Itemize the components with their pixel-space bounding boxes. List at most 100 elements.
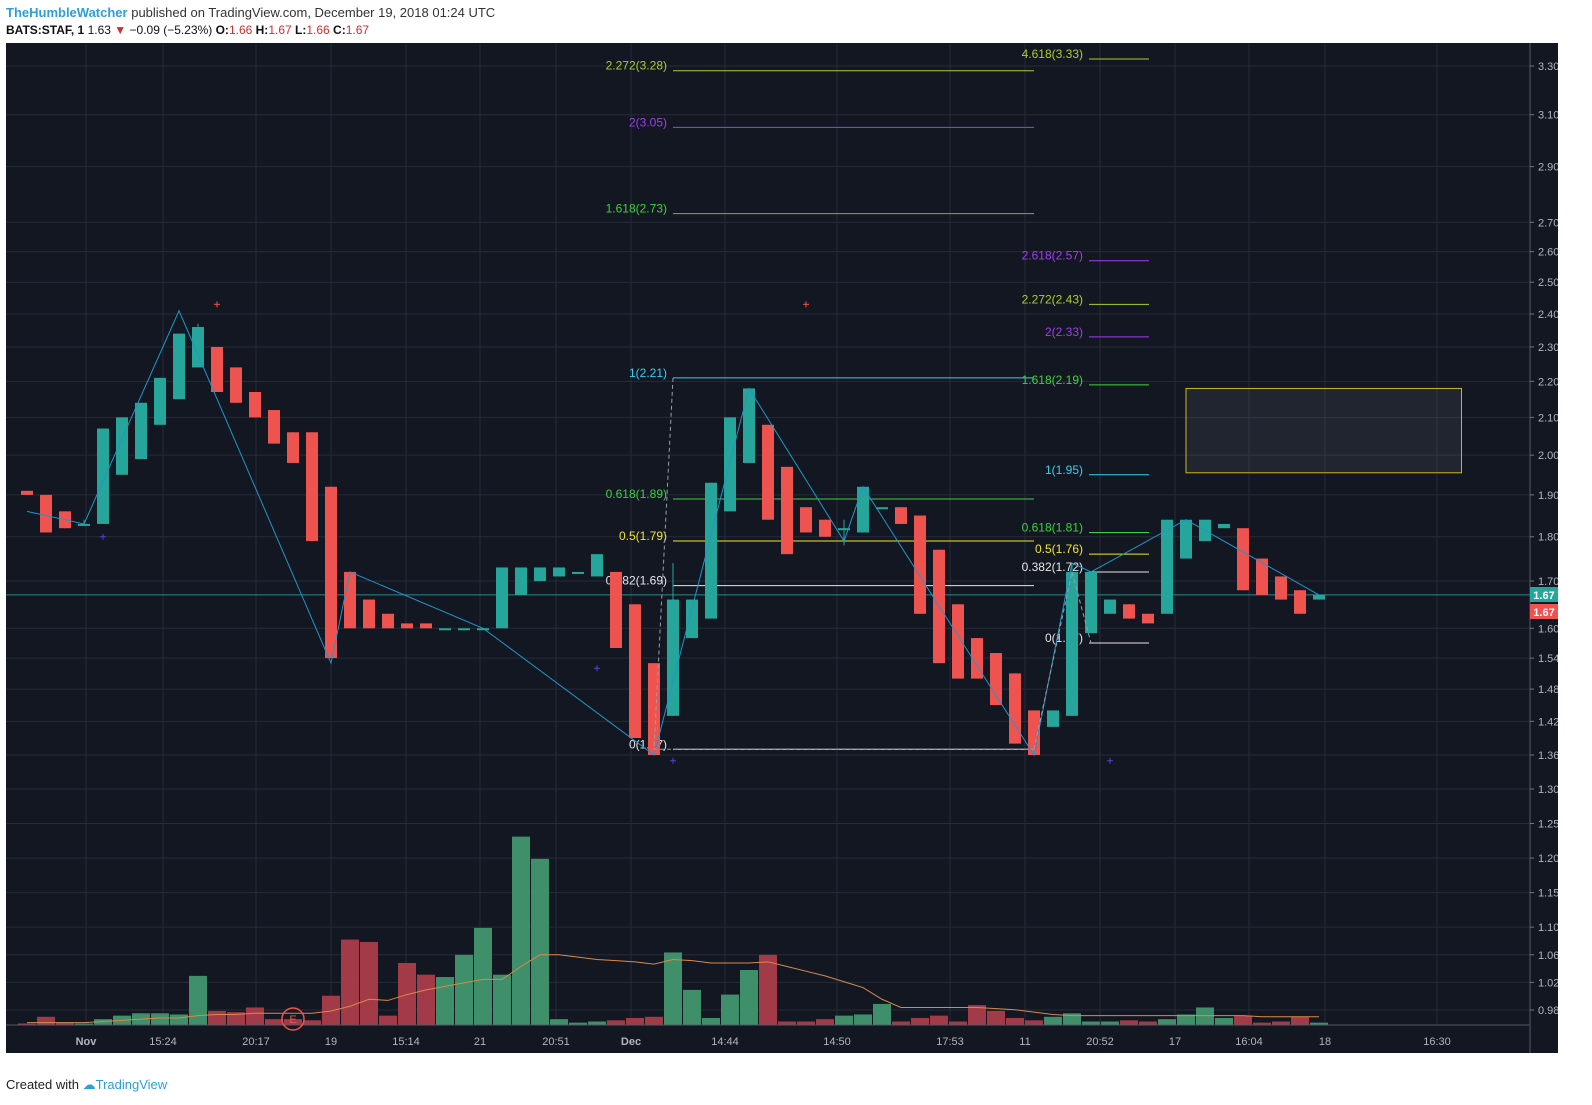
time-tick-label: 17:53 xyxy=(936,1036,964,1048)
price-badge-upper: 1.67 xyxy=(1533,590,1554,602)
time-tick-label: 11 xyxy=(1019,1036,1030,1048)
volume-bar xyxy=(1158,1019,1176,1025)
volume-bar xyxy=(740,970,758,1025)
candle-body xyxy=(1028,710,1040,755)
volume-bar xyxy=(930,1015,948,1025)
high-label: H: xyxy=(255,23,269,37)
volume-bar xyxy=(1234,1015,1252,1025)
volume-bar xyxy=(1272,1021,1290,1025)
candle-body xyxy=(382,613,394,629)
candle-body xyxy=(515,567,527,595)
volume-bar xyxy=(550,1019,568,1025)
volume-bar xyxy=(189,975,207,1025)
earnings-marker[interactable]: E xyxy=(281,1007,305,1031)
candle-body xyxy=(990,653,1002,706)
candle-body xyxy=(154,377,166,425)
candle-body xyxy=(97,428,109,524)
candles xyxy=(21,323,1325,755)
volume-bar xyxy=(569,1022,587,1025)
time-tick-label: 14:50 xyxy=(823,1036,851,1048)
volume-bar xyxy=(436,977,454,1025)
volume-bar xyxy=(1291,1016,1309,1025)
symbol-label[interactable]: BATS:STAF, 1 xyxy=(6,23,85,37)
volume-bar xyxy=(683,989,701,1025)
volume-bar xyxy=(1120,1020,1138,1025)
time-axis[interactable]: Nov 15:24 20:17 19 15:14 21 20:51 Dec 14:44 14:50… xyxy=(6,1024,1530,1048)
price-tick-label: 2.00 xyxy=(1538,450,1558,462)
candle-body xyxy=(648,663,660,755)
time-tick-label: 16:04 xyxy=(1235,1036,1263,1048)
candle-body xyxy=(1218,523,1230,529)
price-chart[interactable]: 2.272(3.28) 2(3.05) 1.618(2.73) 1(2.21) 0.61… xyxy=(6,43,1558,1053)
time-tick-label: 20:51 xyxy=(542,1036,570,1048)
candle-body xyxy=(1237,528,1249,591)
volume-bar xyxy=(493,974,511,1025)
candle-body xyxy=(268,410,280,444)
volume-bar xyxy=(759,954,777,1025)
candle-body xyxy=(496,567,508,629)
candle-body xyxy=(40,494,52,533)
fib-level-label: 0.382(1.72) xyxy=(1022,560,1083,574)
price-tick-label: 1.90 xyxy=(1538,490,1558,502)
candle-body xyxy=(192,327,204,368)
candle-body xyxy=(21,490,33,495)
volume-bar xyxy=(512,836,530,1025)
earnings-label: E xyxy=(289,1014,296,1026)
price-axis[interactable]: 3.30 3.10 2.90 2.70 2.60 2.50 2.40 2.30 2.20 2.10… xyxy=(1529,43,1558,1053)
candle-body xyxy=(173,333,185,400)
tradingview-brand[interactable]: TradingView xyxy=(95,1077,168,1092)
volume-bar xyxy=(417,974,435,1025)
price-badges: 1.67 1.67 xyxy=(1530,587,1558,619)
price-badge-upper-bg xyxy=(1530,587,1558,602)
volume-bar xyxy=(303,1020,321,1025)
volume-bar xyxy=(1063,1013,1081,1025)
volume-bar xyxy=(911,1017,929,1025)
volume-bar xyxy=(1025,1020,1043,1025)
volume-bar xyxy=(531,858,549,1025)
candle-body xyxy=(477,628,489,631)
candle-body xyxy=(344,571,356,629)
candle-body xyxy=(971,638,983,679)
volume-bar xyxy=(1215,1017,1233,1025)
volume-bar xyxy=(474,927,492,1025)
abc-dashed-line xyxy=(653,377,1034,750)
publish-line: TheHumbleWatcher published on TradingVie… xyxy=(6,4,1586,22)
fib-level-label: 1(2.21) xyxy=(629,366,667,380)
candle-body xyxy=(876,507,888,510)
volume-bar xyxy=(265,1019,283,1025)
volume-bar xyxy=(1177,1014,1195,1025)
candle-body xyxy=(610,571,622,649)
candle-body xyxy=(1180,519,1192,559)
candle-body xyxy=(211,346,223,393)
price-tick-label: 1.54 xyxy=(1538,653,1558,665)
fib-extensions[interactable]: 2.272(3.28) 2(3.05) 1.618(2.73) 1(2.21) 0.61… xyxy=(606,47,1149,751)
fib-level-label: 1.618(2.73) xyxy=(606,202,667,216)
candle-body xyxy=(952,604,964,679)
candle-body xyxy=(1161,519,1173,614)
candle-body xyxy=(838,528,850,531)
price-tick-label: 1.02 xyxy=(1538,977,1558,989)
volume-bar xyxy=(56,1022,74,1025)
price-tick-label: 2.20 xyxy=(1538,376,1558,388)
candle-body xyxy=(553,567,565,577)
price-tick-label: 1.36 xyxy=(1538,750,1558,762)
candle-body xyxy=(1313,594,1325,600)
volume-bar xyxy=(1139,1021,1157,1025)
price-tick-label: 1.25 xyxy=(1538,819,1558,831)
candle-body xyxy=(439,628,451,631)
fib-level-label: 2.272(3.28) xyxy=(606,59,667,73)
author-link[interactable]: TheHumbleWatcher xyxy=(6,5,128,20)
high-value: 1.67 xyxy=(268,23,292,37)
target-box[interactable] xyxy=(1185,387,1462,474)
volume-bar xyxy=(227,1012,245,1025)
markers xyxy=(100,301,1113,764)
price-change: −0.09 (−5.23%) xyxy=(129,23,213,37)
time-tick-label: 15:14 xyxy=(392,1036,420,1048)
fib-level-label: 0.618(1.81) xyxy=(1022,520,1083,534)
fib-level-label: 2.272(2.43) xyxy=(1022,292,1083,306)
candle-body xyxy=(1275,576,1287,600)
time-tick-label: 20:17 xyxy=(242,1036,270,1048)
candle-body xyxy=(819,519,831,537)
price-tick-label: 1.15 xyxy=(1538,888,1558,900)
chart-header: TheHumbleWatcher published on TradingVie… xyxy=(6,4,1586,42)
